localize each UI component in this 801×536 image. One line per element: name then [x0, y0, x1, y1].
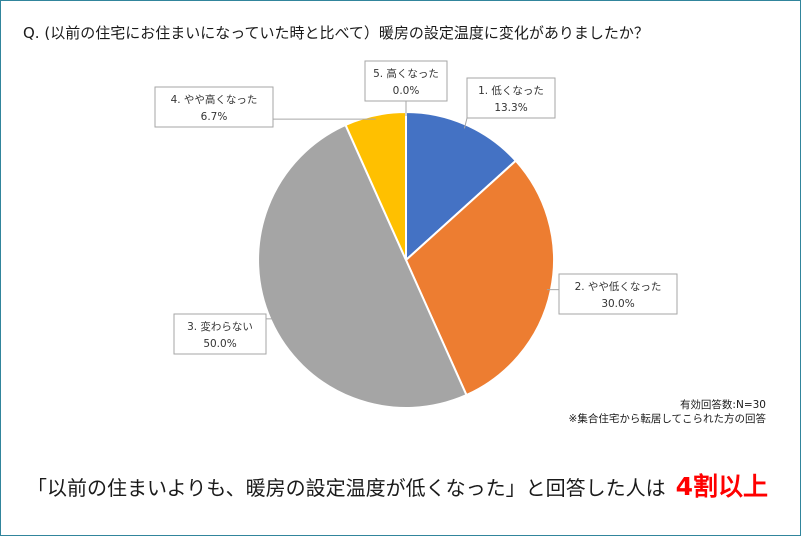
- callout-box: [364, 60, 448, 102]
- pie-slice: [257, 123, 468, 409]
- conclusion-body: 「以前の住まいよりも、暖房の設定温度が低くなった」と回答した人は: [27, 476, 666, 500]
- category-label: 3. 変わらない: [187, 320, 253, 333]
- percentage-label: 50.0%: [203, 338, 236, 350]
- percentage-label: 0.0%: [393, 85, 420, 97]
- category-label: 5. 高くなった: [373, 67, 439, 80]
- category-label: 2. やや低くなった: [575, 280, 662, 293]
- callout-leader-line: [463, 117, 468, 129]
- category-label: 4. やや高くなった: [171, 93, 258, 106]
- callout-box: [558, 273, 678, 315]
- conclusion-highlight: 4割以上: [675, 472, 769, 501]
- callout-box: [173, 313, 267, 355]
- conclusion-text: 「以前の住まいよりも、暖房の設定温度が低くなった」と回答した人は 4割以上: [27, 467, 768, 503]
- sample-size-note: 有効回答数:N=30: [679, 399, 766, 411]
- pie-slice: [404, 159, 555, 397]
- pie-slice: [405, 110, 518, 263]
- question-title: Q. (以前の住宅にお住まいになっていた時と比べて）暖房の設定温度に変化がありま…: [23, 24, 649, 42]
- respondent-note: ※集合住宅から転居してこられた方の回答: [568, 413, 766, 425]
- callout-box: [466, 77, 556, 119]
- category-label: 1. 低くなった: [478, 84, 544, 97]
- callout-box: [154, 86, 274, 128]
- percentage-label: 6.7%: [201, 111, 228, 123]
- percentage-label: 13.3%: [494, 102, 527, 114]
- percentage-label: 30.0%: [601, 298, 634, 310]
